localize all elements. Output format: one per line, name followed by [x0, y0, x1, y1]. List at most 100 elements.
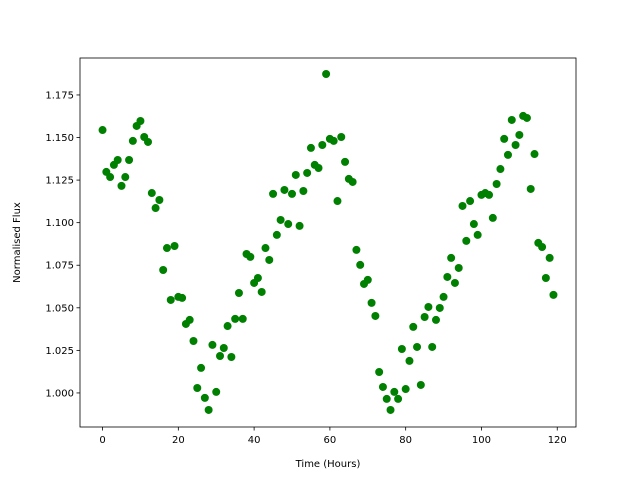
- scatter-point: [162, 244, 171, 253]
- scatter-point: [371, 311, 380, 320]
- scatter-point: [541, 274, 550, 283]
- scatter-point: [352, 245, 361, 254]
- scatter-point: [367, 298, 376, 307]
- scatter-point: [439, 292, 448, 301]
- y-tick-label: 1.075: [45, 261, 74, 272]
- y-tick-label: 1.000: [45, 388, 74, 399]
- scatter-point: [431, 315, 440, 324]
- scatter-point: [216, 351, 225, 360]
- scatter-point: [98, 126, 107, 135]
- x-tick-label: 40: [248, 435, 261, 446]
- scatter-point: [284, 220, 293, 229]
- scatter-point: [204, 405, 213, 414]
- scatter-point: [549, 290, 558, 299]
- scatter-point: [231, 314, 240, 323]
- scatter-point: [246, 252, 255, 261]
- scatter-point: [424, 302, 433, 311]
- scatter-point: [121, 173, 130, 182]
- scatter-point: [314, 164, 323, 173]
- scatter-point: [348, 177, 357, 186]
- scatter-point: [147, 189, 156, 198]
- scatter-point: [189, 337, 198, 346]
- scatter-point: [329, 136, 338, 145]
- scatter-point: [386, 405, 395, 414]
- scatter-point: [511, 141, 520, 150]
- scatter-point: [288, 189, 297, 198]
- scatter-point: [253, 274, 262, 283]
- scatter-point: [337, 133, 346, 142]
- scatter-point: [526, 184, 535, 193]
- scatter-point: [166, 295, 175, 304]
- x-tick-label: 100: [472, 435, 491, 446]
- scatter-point: [269, 189, 278, 198]
- scatter-point: [443, 272, 452, 281]
- scatter-point: [170, 241, 179, 250]
- scatter-point: [223, 322, 232, 331]
- scatter-point: [503, 150, 512, 159]
- scatter-point: [299, 186, 308, 195]
- x-tick-label: 60: [324, 435, 337, 446]
- scatter-point: [200, 393, 209, 402]
- scatter-point: [193, 384, 202, 393]
- scatter-point: [234, 288, 243, 297]
- scatter-point: [375, 367, 384, 376]
- x-tick-label: 20: [172, 435, 185, 446]
- scatter-point: [208, 340, 217, 349]
- scatter-point: [405, 356, 414, 365]
- scatter-point: [507, 115, 516, 124]
- y-tick-label: 1.175: [45, 90, 74, 101]
- scatter-point: [178, 293, 187, 302]
- scatter-point: [280, 185, 289, 194]
- x-tick-label: 0: [99, 435, 105, 446]
- scatter-point: [394, 394, 403, 403]
- scatter-point: [341, 157, 350, 166]
- scatter-point: [466, 197, 475, 206]
- y-tick-label: 1.150: [45, 133, 74, 144]
- scatter-point: [117, 181, 126, 190]
- scatter-point: [428, 342, 437, 351]
- scatter-point: [485, 190, 494, 199]
- scatter-point: [185, 315, 194, 324]
- scatter-point: [212, 387, 221, 396]
- scatter-point: [413, 342, 422, 351]
- y-tick-label: 1.125: [45, 176, 74, 187]
- scatter-point: [545, 253, 554, 262]
- x-tick-label: 80: [399, 435, 412, 446]
- scatter-point: [538, 243, 547, 252]
- scatter-point: [363, 275, 372, 284]
- scatter-point: [488, 213, 497, 222]
- scatter-point: [261, 244, 270, 253]
- scatter-point: [272, 230, 281, 239]
- scatter-point: [265, 255, 274, 264]
- scatter-point: [469, 220, 478, 229]
- scatter-point: [318, 141, 327, 150]
- scatter-point: [500, 134, 509, 143]
- scatter-point: [155, 196, 164, 205]
- scatter-point: [151, 204, 160, 213]
- y-tick-label: 1.100: [45, 218, 74, 229]
- scatter-point: [306, 143, 315, 152]
- scatter-point: [159, 266, 168, 275]
- scatter-point: [276, 215, 285, 224]
- scatter-point: [378, 382, 387, 391]
- scatter-point: [356, 260, 365, 269]
- y-tick-label: 1.050: [45, 303, 74, 314]
- scatter-point: [227, 353, 236, 362]
- scatter-point: [113, 155, 122, 164]
- scatter-point: [473, 230, 482, 239]
- scatter-point: [219, 343, 228, 352]
- y-tick-label: 1.025: [45, 346, 74, 357]
- scatter-point: [420, 312, 429, 321]
- scatter-point: [197, 363, 206, 372]
- scatter-point: [522, 113, 531, 122]
- x-tick-label: 120: [548, 435, 567, 446]
- scatter-point: [409, 322, 418, 331]
- scatter-point: [447, 253, 456, 262]
- scatter-point: [462, 236, 471, 245]
- scatter-point: [382, 394, 391, 403]
- y-axis-label: Normalised Flux: [12, 202, 23, 283]
- plot-frame: [79, 57, 577, 428]
- scatter-point: [144, 137, 153, 146]
- scatter-point: [128, 136, 137, 145]
